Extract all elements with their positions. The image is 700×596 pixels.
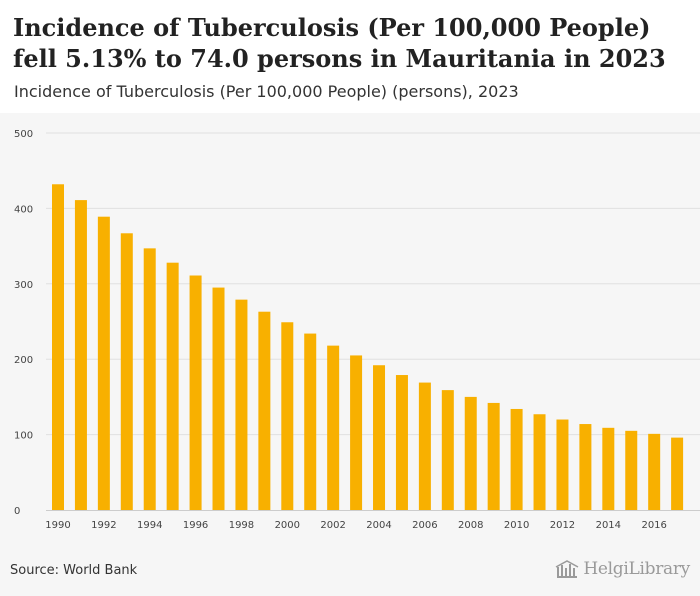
- bar-2003[interactable]: [350, 355, 363, 510]
- y-tick-label: 100: [14, 431, 33, 442]
- bar-2017[interactable]: [671, 437, 684, 510]
- bar-2014[interactable]: [602, 427, 615, 510]
- bar-2000[interactable]: [281, 322, 294, 510]
- bar-1991[interactable]: [74, 200, 87, 510]
- bar-2006[interactable]: [418, 382, 431, 510]
- bar-2008[interactable]: [464, 396, 477, 510]
- bar-1999[interactable]: [258, 311, 271, 510]
- x-tick-label: 2004: [366, 520, 391, 531]
- bar-1997[interactable]: [212, 287, 225, 510]
- bar-2015[interactable]: [625, 430, 638, 510]
- bar-2005[interactable]: [395, 375, 408, 510]
- bar-2011[interactable]: [533, 414, 546, 510]
- bar-1996[interactable]: [189, 275, 202, 510]
- chart-title: Incidence of Tuberculosis (Per 100,000 P…: [13, 13, 666, 73]
- bar-2012[interactable]: [556, 419, 569, 510]
- bar-2016[interactable]: [648, 433, 661, 510]
- bar-2010[interactable]: [510, 408, 523, 510]
- library-building-icon: [555, 559, 579, 579]
- y-tick-label: 300: [14, 280, 33, 291]
- x-tick-label: 1996: [183, 520, 208, 531]
- bar-1995[interactable]: [166, 262, 179, 510]
- bar-1992[interactable]: [97, 216, 110, 510]
- x-tick-label: 1990: [45, 520, 70, 531]
- x-tick-label: 2010: [504, 520, 529, 531]
- x-tick-label: 2000: [275, 520, 300, 531]
- x-tick-label: 2008: [458, 520, 483, 531]
- x-tick-label: 2012: [550, 520, 575, 531]
- y-tick-label: 500: [14, 129, 33, 140]
- source-label: Source: World Bank: [10, 563, 138, 578]
- bar-1993[interactable]: [120, 233, 133, 511]
- bar-2009[interactable]: [487, 402, 500, 510]
- chart-subtitle: Incidence of Tuberculosis (Per 100,000 P…: [14, 82, 519, 101]
- chart-area: 0 100 200 300 400 500 1990 1992 1994 1996 1998 2000…: [0, 113, 700, 543]
- y-tick-label: 200: [14, 355, 33, 366]
- bar-1998[interactable]: [235, 299, 248, 510]
- y-tick-label: 0: [14, 506, 20, 517]
- brand-logo[interactable]: HelgiLibrary: [555, 559, 690, 579]
- x-tick-label: 1998: [229, 520, 254, 531]
- x-tick-label: 1992: [91, 520, 116, 531]
- bar-1990[interactable]: [52, 184, 64, 510]
- x-tick-label: 1994: [137, 520, 162, 531]
- x-tick-label: 2014: [596, 520, 621, 531]
- y-tick-label: 400: [14, 204, 33, 215]
- x-tick-label: 2002: [320, 520, 345, 531]
- x-tick-label: 2006: [412, 520, 437, 531]
- bar-2007[interactable]: [441, 390, 454, 510]
- x-tick-label: 2016: [641, 520, 666, 531]
- brand-name: HelgiLibrary: [583, 559, 690, 579]
- footer: Source: World Bank HelgiLibrary: [0, 543, 700, 596]
- bar-2004[interactable]: [373, 365, 386, 510]
- bar-chart: 0 100 200 300 400 500 1990 1992 1994 1996 1998 2000…: [14, 129, 700, 531]
- bar-2001[interactable]: [304, 333, 317, 510]
- bar-1994[interactable]: [143, 248, 156, 510]
- bar-2013[interactable]: [579, 424, 592, 510]
- bar-2002[interactable]: [327, 345, 340, 510]
